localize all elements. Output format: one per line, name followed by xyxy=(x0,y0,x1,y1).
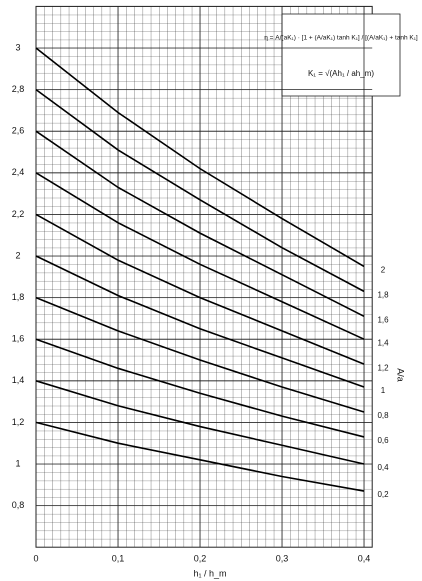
legend-label: 2 xyxy=(381,266,386,275)
y-tick-label: 1,8 xyxy=(12,292,25,302)
x-tick-label: 0,4 xyxy=(358,553,371,563)
curve xyxy=(35,47,365,268)
formula-k: K₁ = √(Ah₁ / ah_m) xyxy=(308,69,374,78)
y-tick-label: 1,4 xyxy=(12,375,25,385)
legend-label: 1,8 xyxy=(377,290,389,299)
x-tick-label: 0 xyxy=(33,553,38,563)
legend-label: 0,2 xyxy=(377,490,389,499)
y-tick-label: 3 xyxy=(15,42,20,52)
y-tick-label: 2 xyxy=(15,250,20,260)
plot-grid xyxy=(35,5,373,548)
legend-title: A/a xyxy=(396,368,406,382)
legend-label: 1,2 xyxy=(377,363,389,372)
y-tick-label: 1 xyxy=(15,458,20,468)
curve xyxy=(35,172,365,340)
legend-label: 1,4 xyxy=(377,338,389,347)
x-tick-label: 0,1 xyxy=(112,553,125,563)
curve xyxy=(35,338,365,438)
curve xyxy=(35,421,365,492)
legend-label: 0,4 xyxy=(377,463,389,472)
curve xyxy=(35,88,365,293)
y-tick-label: 2,2 xyxy=(12,209,25,219)
y-tick-label: 0,8 xyxy=(12,500,25,510)
curve xyxy=(35,296,365,413)
x-tick-label: 0,2 xyxy=(194,553,207,563)
y-tick-label: 2,8 xyxy=(12,84,25,94)
legend-label: 1,6 xyxy=(377,315,389,324)
y-tick-label: 2,4 xyxy=(12,167,25,177)
x-tick-label: 0,3 xyxy=(276,553,289,563)
curve xyxy=(35,380,365,465)
curve xyxy=(35,213,365,365)
formula: η = A/(aK₁) · [1 + (A/aK₁) tanh K₁] / [(… xyxy=(264,35,418,42)
legend-panel xyxy=(373,255,405,511)
legend-label: 0,8 xyxy=(377,411,389,420)
legend-label: 0,6 xyxy=(377,436,389,445)
y-tick-label: 1,2 xyxy=(12,417,25,427)
y-tick-label: 2,6 xyxy=(12,126,25,136)
curve xyxy=(35,255,365,388)
formula-box xyxy=(281,13,401,97)
x-axis-label: h₁ / h_m xyxy=(193,568,226,578)
legend-label: 1 xyxy=(381,386,386,395)
curve xyxy=(35,130,365,318)
y-tick-label: 1,6 xyxy=(12,334,25,344)
